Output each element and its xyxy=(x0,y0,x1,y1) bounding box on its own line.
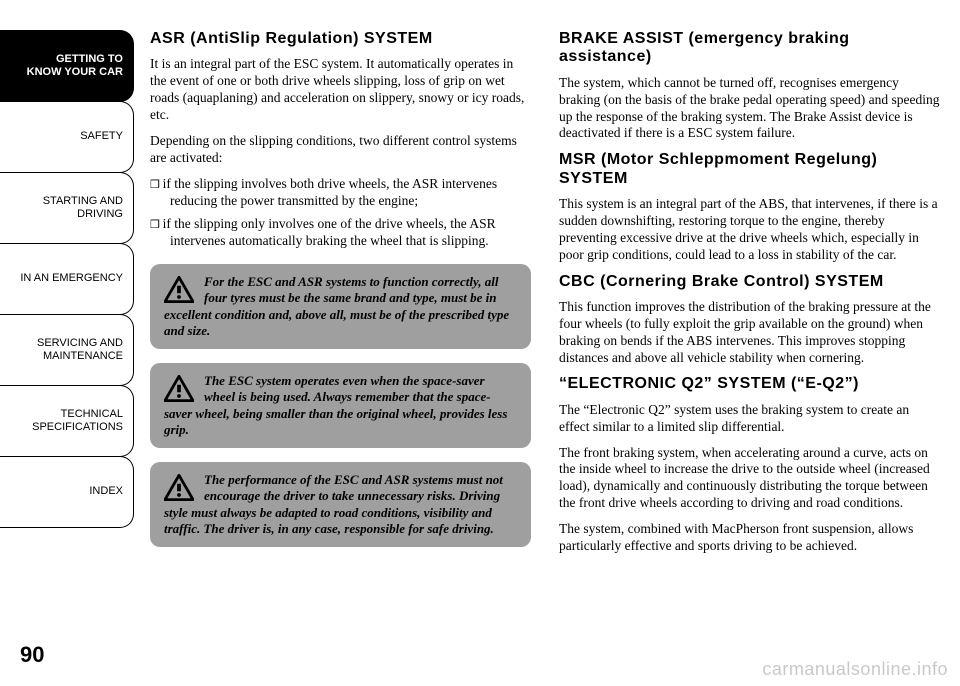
side-nav: GETTING TOKNOW YOUR CAR SAFETY STARTING … xyxy=(0,30,134,527)
nav-label: INDEX xyxy=(89,485,123,498)
nav-index[interactable]: INDEX xyxy=(0,456,134,528)
nav-tech-specs[interactable]: TECHNICALSPECIFICATIONS xyxy=(0,385,134,457)
body-text: The system, combined with MacPherson fro… xyxy=(559,521,940,555)
body-text: This system is an integral part of the A… xyxy=(559,196,940,264)
warning-text: For the ESC and ASR systems to function … xyxy=(164,274,509,338)
warning-triangle-icon xyxy=(164,375,194,402)
warning-box: The ESC system operates even when the sp… xyxy=(150,363,531,448)
nav-getting-to-know[interactable]: GETTING TOKNOW YOUR CAR xyxy=(0,30,134,102)
bullet-item: if the slipping only involves one of the… xyxy=(150,216,531,250)
heading-asr: ASR (AntiSlip Regulation) SYSTEM xyxy=(150,30,531,48)
manual-page: GETTING TOKNOW YOUR CAR SAFETY STARTING … xyxy=(0,0,960,686)
body-text: It is an integral part of the ESC system… xyxy=(150,56,531,124)
nav-emergency[interactable]: IN AN EMERGENCY xyxy=(0,243,134,315)
warning-box: For the ESC and ASR systems to function … xyxy=(150,264,531,349)
nav-starting-driving[interactable]: STARTING ANDDRIVING xyxy=(0,172,134,244)
warning-text: The performance of the ESC and ASR syste… xyxy=(164,472,503,536)
nav-label: TECHNICALSPECIFICATIONS xyxy=(32,408,123,434)
watermark: carmanualsonline.info xyxy=(762,659,948,680)
warning-text: The ESC system operates even when the sp… xyxy=(164,373,507,437)
nav-label: GETTING TOKNOW YOUR CAR xyxy=(27,53,123,79)
body-text: Depending on the slipping conditions, tw… xyxy=(150,133,531,167)
left-column: ASR (AntiSlip Regulation) SYSTEM It is a… xyxy=(150,30,531,650)
warning-triangle-icon xyxy=(164,276,194,303)
heading-brake-assist: BRAKE ASSIST (emergency braking assistan… xyxy=(559,30,940,67)
heading-eq2: “ELECTRONIC Q2” SYSTEM (“E-Q2”) xyxy=(559,375,940,393)
heading-msr: MSR (Motor Schleppmoment Regelung) SYSTE… xyxy=(559,151,940,188)
body-text: The system, which cannot be turned off, … xyxy=(559,75,940,143)
nav-label: SAFETY xyxy=(80,130,123,143)
body-text: The front braking system, when accelerat… xyxy=(559,445,940,513)
nav-safety[interactable]: SAFETY xyxy=(0,101,134,173)
nav-label: SERVICING ANDMAINTENANCE xyxy=(37,337,123,363)
page-number: 90 xyxy=(20,642,44,668)
warning-box: The performance of the ESC and ASR syste… xyxy=(150,462,531,547)
nav-servicing[interactable]: SERVICING ANDMAINTENANCE xyxy=(0,314,134,386)
body-text: The “Electronic Q2” system uses the brak… xyxy=(559,402,940,436)
body-text: This function improves the distribution … xyxy=(559,299,940,367)
nav-label: STARTING ANDDRIVING xyxy=(43,195,123,221)
warning-triangle-icon xyxy=(164,474,194,501)
heading-cbc: CBC (Cornering Brake Control) SYSTEM xyxy=(559,273,940,291)
nav-label: IN AN EMERGENCY xyxy=(20,272,123,285)
content-area: ASR (AntiSlip Regulation) SYSTEM It is a… xyxy=(150,30,940,650)
bullet-item: if the slipping involves both drive whee… xyxy=(150,176,531,210)
right-column: BRAKE ASSIST (emergency braking assistan… xyxy=(559,30,940,650)
